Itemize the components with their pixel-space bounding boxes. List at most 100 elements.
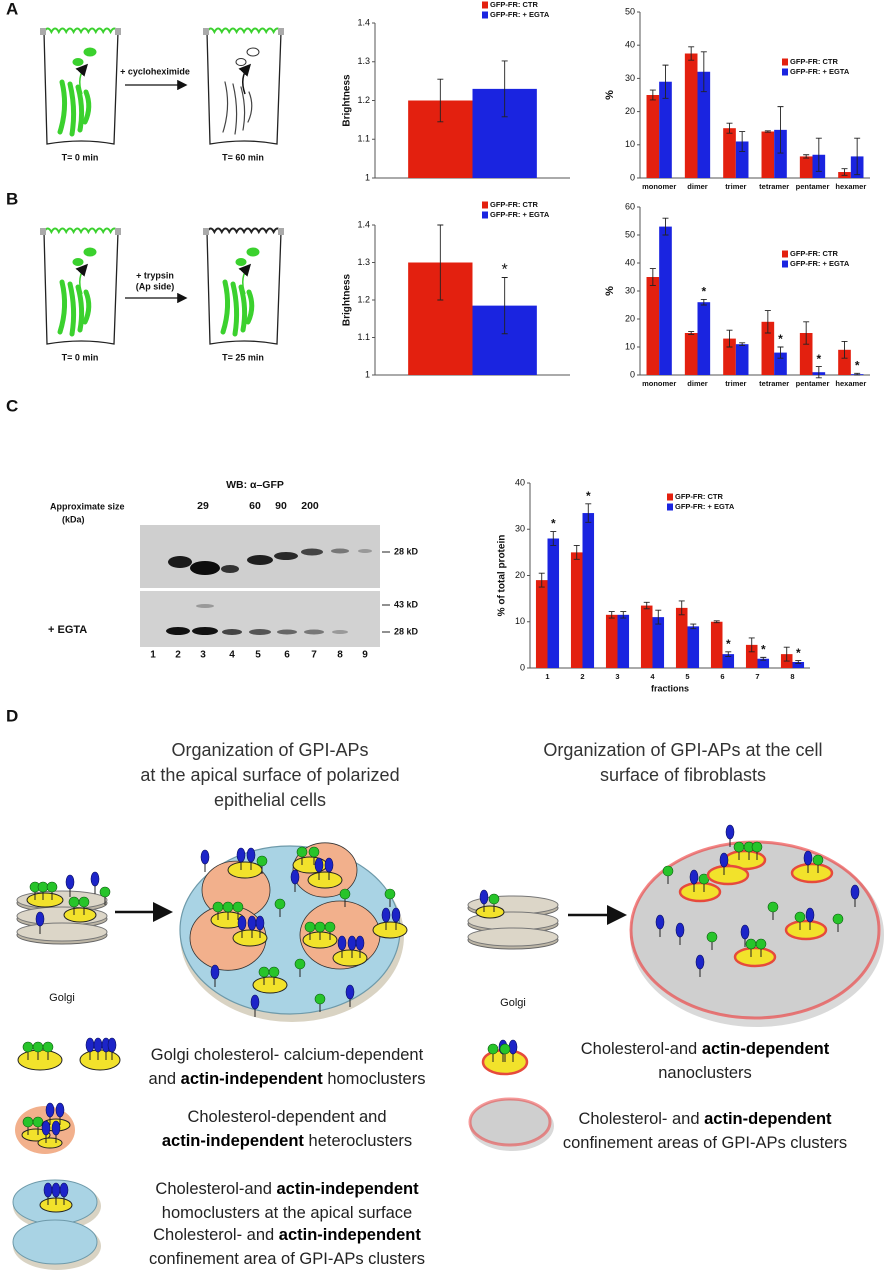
error-bar bbox=[739, 131, 746, 152]
gpi-ap-blue bbox=[355, 935, 365, 951]
heading: Organization of GPI-APs bbox=[171, 740, 368, 760]
shape bbox=[304, 629, 324, 635]
gpi-ap-green bbox=[706, 931, 718, 943]
bar bbox=[640, 605, 653, 668]
bar bbox=[774, 352, 787, 375]
golgi bbox=[82, 89, 92, 125]
gpi-ap-green bbox=[812, 854, 824, 866]
gpi-ap-green bbox=[212, 901, 224, 913]
x-tick-label: hexamer bbox=[835, 379, 866, 388]
gpi-ap-green bbox=[294, 958, 306, 970]
cell-diagram-a bbox=[40, 27, 284, 145]
x-tick-label: dimer bbox=[687, 182, 708, 191]
y-axis-label: % of total protein bbox=[497, 535, 508, 617]
size: 29 bbox=[197, 500, 209, 512]
error-bar bbox=[678, 600, 685, 616]
lane-label: 8 bbox=[337, 650, 343, 661]
error-bar bbox=[501, 60, 508, 118]
y-tick-label: 1.1 bbox=[357, 134, 370, 144]
gpi-ap-blue bbox=[35, 911, 45, 927]
gpi-ap-blue bbox=[324, 857, 334, 873]
vesicle bbox=[72, 58, 84, 66]
x-tick-label: 8 bbox=[790, 672, 794, 681]
text-segment: nanoclusters bbox=[658, 1064, 752, 1082]
gpi-ap-green bbox=[268, 966, 280, 978]
text-segment: and bbox=[149, 1070, 181, 1088]
raft bbox=[307, 871, 343, 889]
golgi bbox=[67, 81, 77, 137]
apical-membrane bbox=[43, 227, 119, 235]
y-tick-label: 30 bbox=[515, 524, 525, 534]
raft bbox=[332, 949, 368, 967]
error-bar bbox=[777, 346, 784, 359]
shape bbox=[190, 561, 220, 575]
raft bbox=[63, 907, 97, 923]
shape bbox=[221, 565, 239, 573]
gpi-ap-blue bbox=[200, 849, 210, 865]
cisterna bbox=[467, 927, 559, 947]
bar bbox=[652, 617, 665, 668]
gpi-ap-green bbox=[755, 938, 767, 950]
gpi-ap-blue bbox=[695, 954, 705, 970]
shape bbox=[332, 630, 348, 634]
gpi-ap-blue bbox=[290, 869, 300, 885]
gpi-ap-green bbox=[258, 966, 270, 978]
size: 60 bbox=[249, 500, 261, 512]
legend-text: Cholesterol- and actin-dependent bbox=[578, 1110, 832, 1128]
legend-label: GFP-FR: + EGTA bbox=[790, 259, 850, 268]
gpi-ap-blue bbox=[850, 884, 860, 900]
bar bbox=[684, 53, 698, 178]
x-tick-label: tetramer bbox=[759, 182, 789, 191]
vesicle bbox=[72, 258, 84, 266]
lane-label: 6 bbox=[284, 650, 290, 661]
gpi-ap-green bbox=[78, 896, 90, 908]
legend-text: and actin-independent homoclusters bbox=[149, 1070, 426, 1088]
bar bbox=[735, 344, 749, 375]
gpi-ap-green bbox=[314, 993, 326, 1005]
vesicle bbox=[83, 247, 97, 257]
vesicle bbox=[235, 58, 247, 66]
size-label: Approximate size bbox=[50, 501, 125, 511]
y-tick-label: 30 bbox=[625, 73, 635, 83]
shape bbox=[277, 629, 297, 635]
y-tick-label: 1.4 bbox=[357, 17, 370, 27]
gpi-ap-green bbox=[308, 846, 320, 858]
gpi-ap-green bbox=[794, 911, 806, 923]
error-bar bbox=[748, 637, 755, 653]
x-tick-label: 4 bbox=[650, 672, 655, 681]
shape bbox=[166, 627, 190, 635]
legend-text: confinement areas of GPI-APs clusters bbox=[563, 1134, 847, 1152]
raft bbox=[372, 921, 408, 939]
gpi-ap-blue bbox=[675, 922, 685, 938]
golgi bbox=[82, 289, 92, 325]
error-bar bbox=[713, 620, 720, 624]
gpi-ap-green bbox=[751, 841, 763, 853]
legend-swatch bbox=[782, 250, 788, 258]
significance: * bbox=[796, 646, 801, 660]
y-tick-label: 20 bbox=[515, 570, 525, 580]
golgi bbox=[222, 81, 229, 133]
axis bbox=[639, 207, 870, 376]
transport-arrow bbox=[75, 63, 89, 95]
shape bbox=[192, 627, 218, 635]
legend-label: GFP-FR: + EGTA bbox=[675, 502, 735, 511]
gpi-ap-blue bbox=[337, 935, 347, 951]
gpi-ap-green bbox=[256, 855, 268, 867]
x-tick-label: pentamer bbox=[796, 379, 830, 388]
error-bar bbox=[620, 611, 627, 619]
x-axis-label: fractions bbox=[651, 683, 689, 693]
y-tick-label: 40 bbox=[625, 40, 635, 50]
x-tick-label: pentamer bbox=[796, 182, 830, 191]
bar bbox=[745, 644, 758, 668]
gpi-ap-blue bbox=[43, 1182, 53, 1198]
golgi bbox=[57, 279, 68, 335]
error-bar bbox=[803, 321, 810, 345]
gpi-ap-green bbox=[487, 1043, 499, 1055]
legend-swatch bbox=[482, 211, 488, 219]
shape bbox=[40, 27, 121, 145]
text-segment: Cholesterol-and bbox=[155, 1180, 276, 1198]
y-tick-label: 1.3 bbox=[357, 56, 370, 66]
gpi-ap-blue bbox=[391, 907, 401, 923]
error-bar bbox=[764, 130, 771, 133]
gpi-ap-green bbox=[68, 896, 80, 908]
